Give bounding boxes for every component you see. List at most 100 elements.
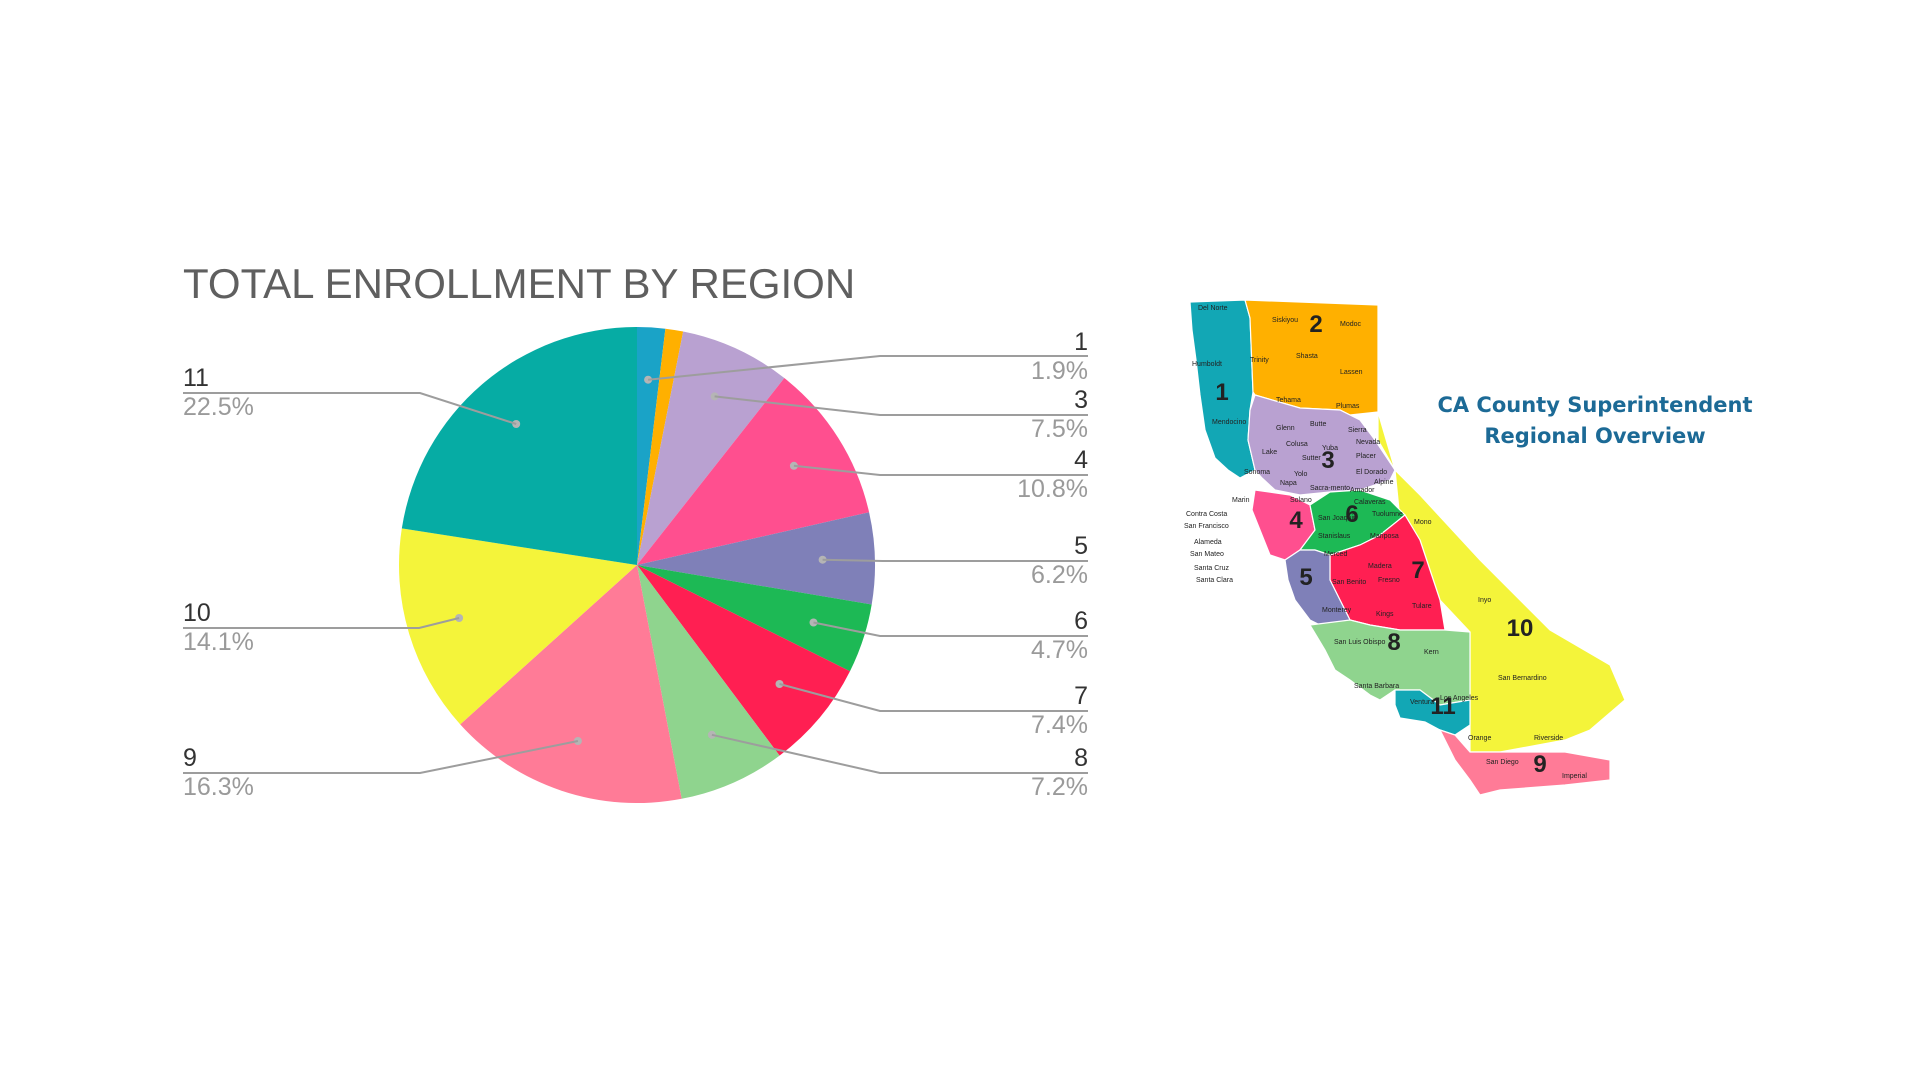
slice-percent-8: 7.2% [1031,773,1088,801]
county-label: Santa Barbara [1354,683,1399,690]
pie-slice-10 [399,528,637,725]
pie-slice-7 [637,565,850,756]
county-label: Sierra [1348,427,1367,434]
map-region-number-11: 11 [1430,693,1455,720]
map-region-5 [1284,549,1351,631]
county-label: Placer [1356,453,1377,460]
slice-label-4: 4 [1074,446,1088,474]
map-region-number-7: 7 [1411,557,1424,584]
pie-slice-4 [637,378,870,565]
county-label: Tulare [1412,603,1432,610]
county-label: Napa [1280,480,1297,487]
slice-label-1: 1 [1074,328,1088,356]
map-region-number-3: 3 [1321,447,1334,474]
county-labels: Del Norte Siskiyou Modoc Humboldt Trinity Sha… [1184,305,1587,780]
county-label: Amador [1350,487,1375,494]
slice-label-9: 9 [183,744,197,772]
county-label: Lake [1262,449,1277,456]
pie-slice-3 [637,331,785,565]
county-label: San Bernardino [1498,675,1547,682]
map-region-numbers: 1 2 3 4 5 6 7 8 9 10 11 [1215,311,1546,778]
pie-slice-8 [637,565,780,799]
map-region-number-5: 5 [1299,564,1312,591]
county-label: Madera [1368,563,1392,570]
county-label: Imperial [1562,773,1587,780]
county-label: Orange [1468,735,1491,742]
county-label: Humboldt [1192,361,1222,368]
county-label: San Diego [1486,759,1519,766]
county-label: San Mateo [1190,551,1224,558]
slice-label-10: 10 [183,599,211,627]
county-label: San Benito [1332,579,1366,586]
map-region-9 [1438,728,1611,796]
county-label: Alpine [1374,479,1394,486]
slice-percent-1: 1.9% [1031,357,1088,385]
county-label: Sacra-mento [1310,485,1350,492]
callout-line-6 [813,621,1088,637]
county-label: Yuba [1322,445,1338,452]
slice-percent-4: 10.8% [1017,475,1088,503]
county-label: San Joaquin [1318,515,1357,522]
county-label: Marin [1232,497,1250,504]
county-label: Glenn [1276,425,1295,432]
county-label: Nevada [1356,439,1380,446]
county-label: Del Norte [1198,305,1228,312]
callout-line-4 [793,464,1088,476]
county-label: Tehama [1276,397,1301,404]
pie-slice-9 [460,565,682,804]
county-label: Mariposa [1370,533,1399,540]
callout-line-11 [183,392,517,425]
county-label: Stanislaus [1318,533,1351,540]
slice-label-5: 5 [1074,532,1088,560]
county-label: San Luis Obispo [1334,639,1385,646]
map-title-line-2: Regional Overview [1484,424,1706,448]
map-region-number-4: 4 [1289,507,1303,534]
county-label: Mono [1414,519,1432,526]
map-region-number-9: 9 [1533,751,1546,778]
map-region-number-2: 2 [1309,311,1322,338]
callout-line-7 [779,683,1088,712]
map-title-line-1: CA County Superintendent [1437,393,1753,417]
county-label: Sonoma [1244,469,1270,476]
county-label: Riverside [1534,735,1563,742]
pie-callouts: 11.9%37.5% 410.8% 56.2% 64.7% 77.4% 87.2% 916.… [183,328,1088,801]
county-label: Butte [1310,421,1326,428]
slice-percent-7: 7.4% [1031,711,1088,739]
slice-percent-9: 16.3% [183,773,254,801]
callout-line-5 [822,558,1088,562]
callout-line-9 [183,740,579,774]
pie-slices [399,327,876,804]
county-label: Siskiyou [1272,317,1298,324]
county-label: Colusa [1286,441,1308,448]
county-label: San Francisco [1184,523,1229,530]
county-label: Modoc [1340,321,1362,328]
chart-title: TOTAL ENROLLMENT BY REGION [183,260,855,307]
county-label: Tuolumne [1372,511,1403,518]
county-label: Shasta [1296,353,1318,360]
slice-percent-6: 4.7% [1031,636,1088,664]
slice-percent-10: 14.1% [183,628,254,656]
county-label: Calaveras [1354,499,1386,506]
county-label: Yolo [1294,471,1307,478]
county-label: Sutter [1302,455,1321,462]
county-label: Lassen [1340,369,1363,376]
county-label: Fresno [1378,577,1400,584]
pie-slice-11 [401,327,637,565]
callout-line-1 [647,355,1088,381]
slice-label-11: 11 [183,364,209,392]
slice-label-6: 6 [1074,607,1088,635]
callout-line-8 [711,733,1088,774]
slice-percent-11: 22.5% [183,393,254,421]
county-label: Contra Costa [1186,511,1227,518]
pie-slice-5 [637,512,876,605]
callout-line-3 [714,395,1088,416]
county-label: Plumas [1336,403,1360,410]
pie-slice-1 [637,327,666,565]
map-region-number-6: 6 [1345,501,1358,528]
california-region-map: Del Norte Siskiyou Modoc Humboldt Trinity Sha… [1184,299,1626,796]
county-label: Santa Cruz [1194,565,1230,572]
map-title: CA County Superintendent Regional Overvi… [1410,390,1780,452]
county-label: Ventura [1410,699,1434,706]
county-label: Kings [1376,611,1394,618]
